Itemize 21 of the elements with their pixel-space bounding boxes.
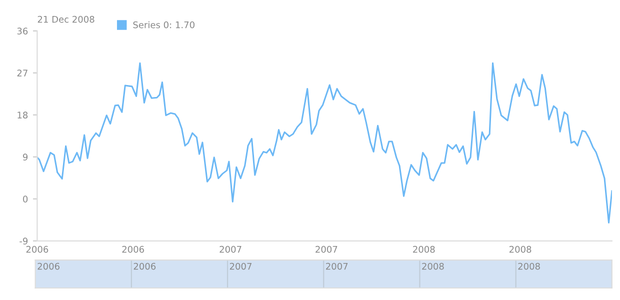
text: 2006 (134, 262, 156, 270)
y-tick-label: -9 (20, 238, 28, 244)
legend-label: Series 0: 1.70 (133, 21, 194, 28)
y-tick-label: 27 (17, 70, 28, 76)
x-tick-label: 2008 (413, 246, 435, 253)
y-tick-label: 18 (18, 112, 28, 118)
chart-title: 21 Dec 2008 (38, 16, 94, 23)
text: 2008 (422, 262, 444, 270)
line-series (37, 62, 612, 224)
x-tick-label: 2007 (316, 246, 338, 253)
y-tick-label: 36 (17, 28, 28, 34)
x-tick-label: 2006 (122, 246, 144, 253)
text: 2006 (38, 262, 60, 270)
x-tick-label: 2008 (509, 246, 532, 253)
x-tick-label: 2006 (26, 246, 48, 253)
text: 2008 (518, 262, 540, 270)
y-tick-label: 9 (22, 154, 28, 160)
x-tick-label: 2007 (220, 246, 242, 253)
text: 2007 (230, 262, 252, 270)
text: 2007 (326, 262, 348, 270)
y-tick-label: 0 (23, 196, 28, 202)
